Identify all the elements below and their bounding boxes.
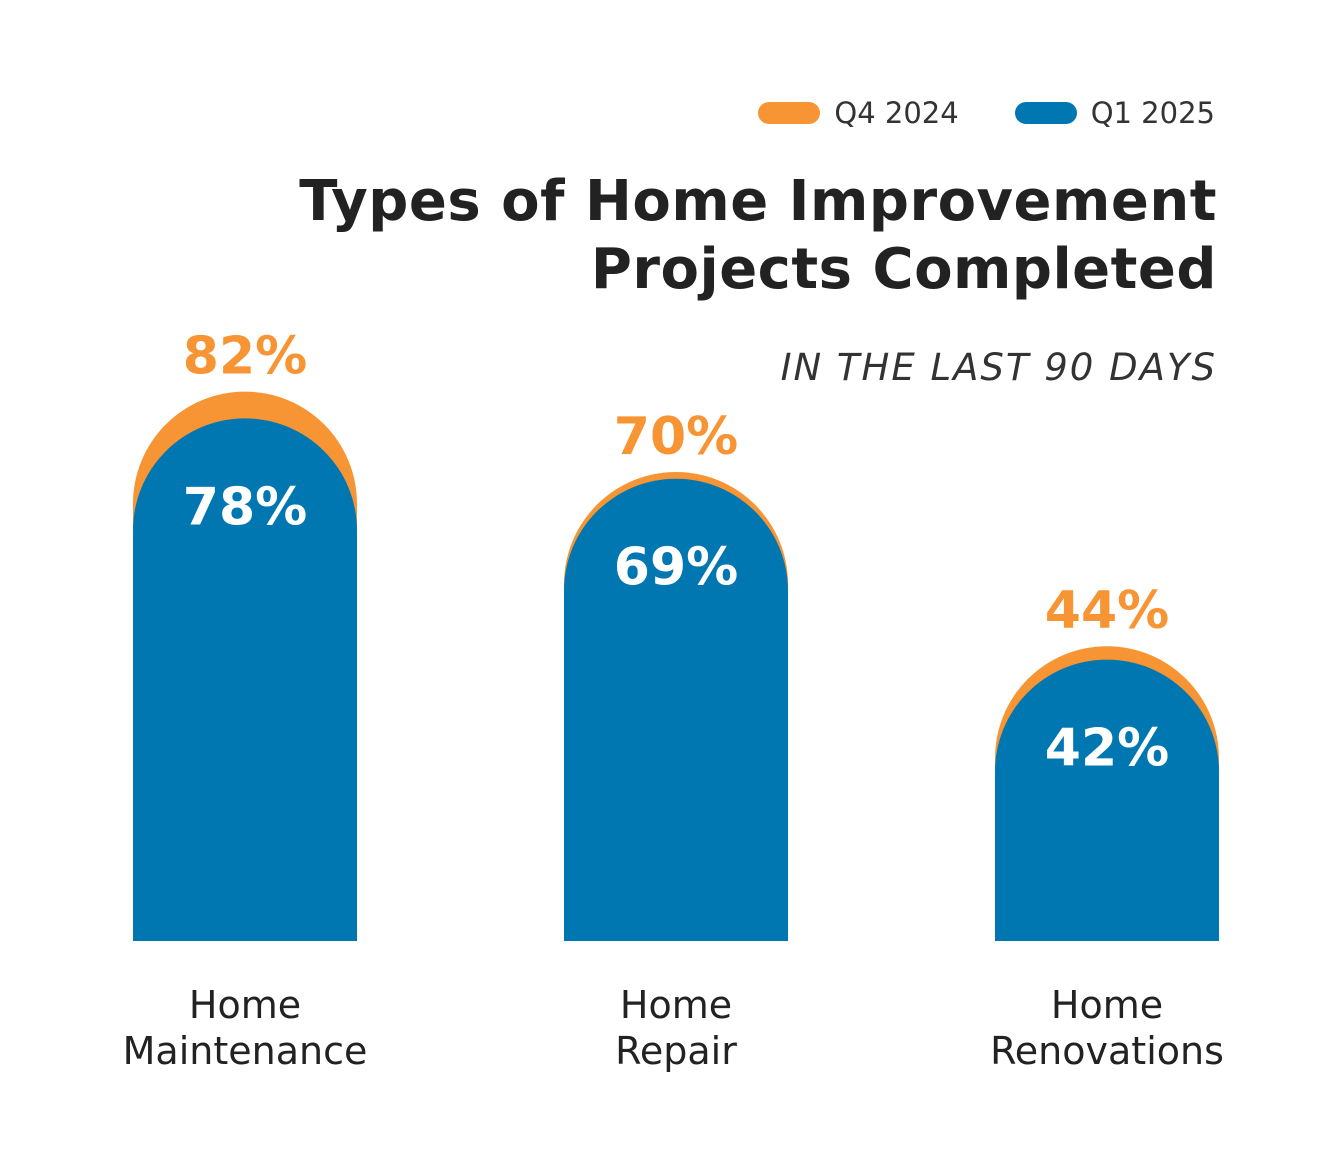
data-label-q1-2025-0: 78% [183,477,307,537]
data-label-q1-2025-1: 69% [614,538,738,598]
legend-swatch-q4-2024 [758,102,821,124]
legend-label-q1-2025: Q1 2025 [1090,96,1215,130]
category-label-2-line-0: Home [1051,983,1163,1027]
chart-title-line-1: Types of Home Improvement [299,169,1217,234]
category-label-1-line-1: Repair [615,1029,737,1073]
chart-subtitle: IN THE LAST 90 DAYS [780,346,1217,389]
chart-title: Types of Home Improvement Projects Compl… [217,168,1217,304]
legend-label-q4-2024: Q4 2024 [834,96,959,130]
data-label-q4-2024-2: 44% [1045,581,1169,641]
legend-item-q4-2024: Q4 2024 [758,96,959,130]
category-label-1-line-0: Home [620,983,732,1027]
bar-q1-2025-2 [995,659,1219,941]
legend: Q4 2024 Q1 2025 [758,96,1215,130]
data-label-q4-2024-1: 70% [614,407,738,467]
bar-q1-2025-0 [133,418,357,941]
chart-title-line-2: Projects Completed [590,237,1217,302]
bar-q1-2025-1 [564,478,788,941]
legend-swatch-q1-2025 [1014,102,1077,124]
category-label-0-line-0: Home [189,983,301,1027]
data-label-q1-2025-2: 42% [1045,719,1169,779]
category-label-0-line-1: Maintenance [123,1029,368,1073]
category-label-2-line-1: Renovations [990,1029,1224,1073]
data-label-q4-2024-0: 82% [183,327,307,387]
legend-item-q1-2025: Q1 2025 [1014,96,1215,130]
